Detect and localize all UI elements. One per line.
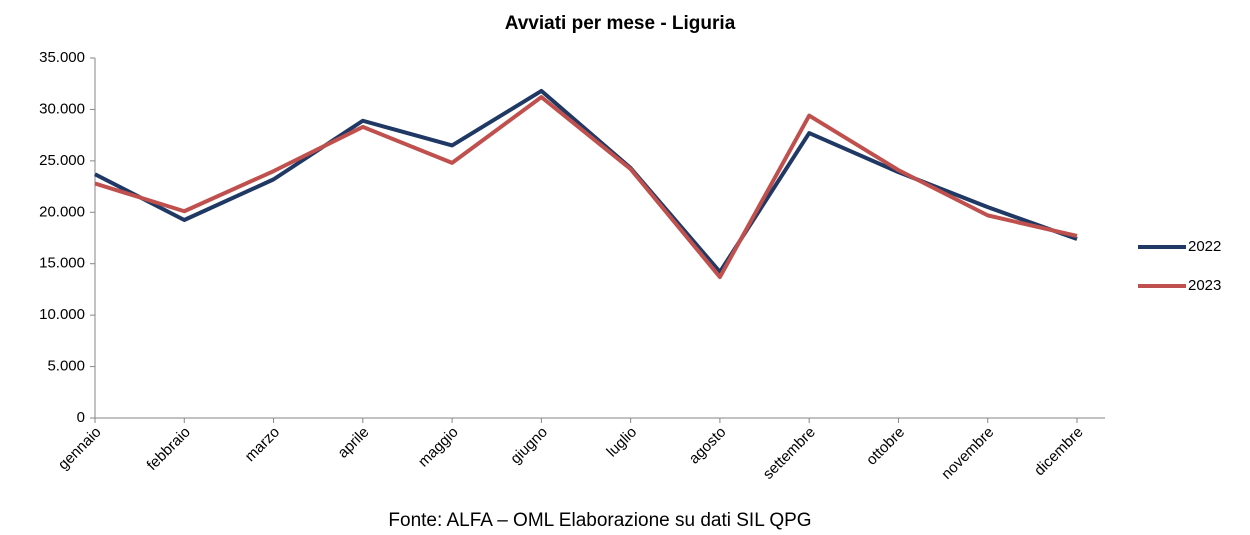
legend-label: 2022 <box>1188 238 1221 255</box>
chart-title: Avviati per mese - Liguria <box>505 13 736 34</box>
legend-label: 2023 <box>1188 277 1221 294</box>
y-tick-label: 0 <box>77 409 85 426</box>
x-tick-label: maggio <box>415 424 462 471</box>
y-tick-label: 20.000 <box>39 203 85 220</box>
y-tick-label: 15.000 <box>39 255 85 272</box>
x-tick-label: settembre <box>760 424 819 483</box>
series-line <box>94 88 1078 274</box>
y-tick-label: 30.000 <box>39 100 85 117</box>
x-tick-label: marzo <box>242 424 283 465</box>
x-tick-label: luglio <box>603 424 640 461</box>
x-tick-label: gennaio <box>55 424 105 474</box>
x-tick-label: giugno <box>507 424 551 468</box>
x-tick-label: febbraio <box>144 424 194 474</box>
x-tick-label: novembre <box>938 424 997 483</box>
x-tick-label: ottobre <box>863 424 908 469</box>
y-tick-label: 35.000 <box>39 49 85 66</box>
y-tick-label: 5.000 <box>47 358 85 375</box>
x-tick-label: agosto <box>686 424 730 468</box>
series-line <box>94 95 1078 280</box>
y-tick-label: 10.000 <box>39 306 85 323</box>
x-tick-label: dicembre <box>1031 424 1087 480</box>
y-tick-label: 25.000 <box>39 152 85 169</box>
x-tick-label: aprile <box>334 424 372 462</box>
source-note: Fonte: ALFA – OML Elaborazione su dati S… <box>388 510 811 531</box>
